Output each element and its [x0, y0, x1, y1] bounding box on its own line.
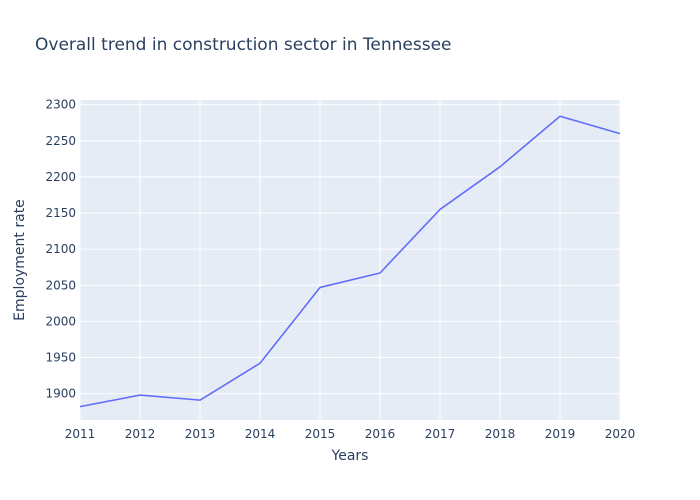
y-tick-label: 1950 [45, 351, 76, 365]
y-tick-label: 2100 [45, 242, 76, 256]
y-tick-label: 2000 [45, 314, 76, 328]
series-layer [79, 115, 621, 408]
chart-title: Overall trend in construction sector in … [35, 35, 452, 55]
y-tick-label: 2200 [45, 170, 76, 184]
x-axis-ticks: 2011 2012 2013 2014 2015 2016 2017 2018 2019 2020 [65, 427, 636, 441]
plot-area [80, 100, 620, 420]
y-axis-ticks: 1900 1950 2000 2050 2100 2150 2200 2250 2300 [45, 98, 76, 401]
x-tick-label: 2011 [65, 427, 96, 441]
y-tick-label: 2300 [45, 98, 76, 112]
x-tick-label: 2018 [485, 427, 516, 441]
x-tick-label: 2013 [185, 427, 216, 441]
y-axis-label: Employment rate [12, 199, 28, 321]
x-tick-label: 2012 [125, 427, 156, 441]
x-axis-label: Years [331, 448, 369, 464]
y-tick-label: 2050 [45, 278, 76, 292]
series-line [79, 115, 621, 408]
x-tick-label: 2014 [245, 427, 276, 441]
y-tick-label: 1900 [45, 387, 76, 401]
x-tick-label: 2016 [365, 427, 396, 441]
y-tick-label: 2250 [45, 134, 76, 148]
x-tick-label: 2020 [605, 427, 636, 441]
grid-lines [79, 100, 621, 420]
x-tick-label: 2015 [305, 427, 336, 441]
y-tick-label: 2150 [45, 206, 76, 220]
x-tick-label: 2017 [425, 427, 456, 441]
x-tick-label: 2019 [545, 427, 576, 441]
